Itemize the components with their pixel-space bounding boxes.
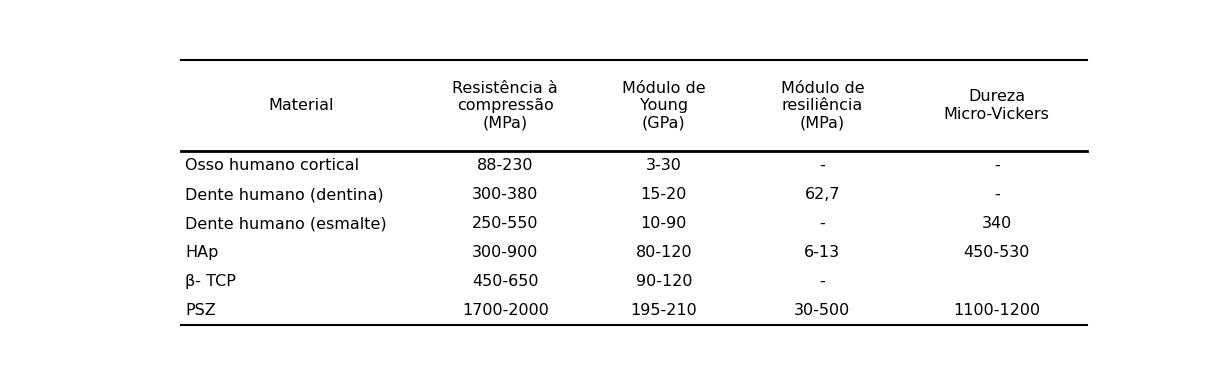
Text: 90-120: 90-120 xyxy=(635,274,692,289)
Text: Dente humano (esmalte): Dente humano (esmalte) xyxy=(185,216,387,231)
Text: 450-530: 450-530 xyxy=(963,245,1029,260)
Text: HAp: HAp xyxy=(185,245,219,260)
Text: PSZ: PSZ xyxy=(185,303,215,318)
Text: Módulo de
Young
(GPa): Módulo de Young (GPa) xyxy=(622,81,706,130)
Text: Módulo de
resiliência
(MPa): Módulo de resiliência (MPa) xyxy=(781,81,864,130)
Text: 195-210: 195-210 xyxy=(630,303,698,318)
Text: Osso humano cortical: Osso humano cortical xyxy=(185,158,360,173)
Text: 62,7: 62,7 xyxy=(804,187,840,202)
Text: 300-900: 300-900 xyxy=(472,245,539,260)
Text: 300-380: 300-380 xyxy=(472,187,539,202)
Text: -: - xyxy=(820,158,825,173)
Text: -: - xyxy=(994,158,1000,173)
Text: 1700-2000: 1700-2000 xyxy=(461,303,548,318)
Text: Resistência à
compressão
(MPa): Resistência à compressão (MPa) xyxy=(453,81,558,130)
Text: -: - xyxy=(994,187,1000,202)
Text: 88-230: 88-230 xyxy=(477,158,534,173)
Text: Dureza
Micro-Vickers: Dureza Micro-Vickers xyxy=(944,90,1050,122)
Text: 30-500: 30-500 xyxy=(794,303,851,318)
Text: 340: 340 xyxy=(982,216,1012,231)
Text: 6-13: 6-13 xyxy=(804,245,841,260)
Text: -: - xyxy=(820,216,825,231)
Text: 80-120: 80-120 xyxy=(635,245,692,260)
Text: 1100-1200: 1100-1200 xyxy=(953,303,1040,318)
Text: Dente humano (dentina): Dente humano (dentina) xyxy=(185,187,384,202)
Text: -: - xyxy=(820,274,825,289)
Text: 15-20: 15-20 xyxy=(640,187,687,202)
Text: β- TCP: β- TCP xyxy=(185,274,236,289)
Text: 250-550: 250-550 xyxy=(472,216,539,231)
Text: Material: Material xyxy=(269,98,334,113)
Text: 10-90: 10-90 xyxy=(640,216,687,231)
Text: 3-30: 3-30 xyxy=(646,158,682,173)
Text: 450-650: 450-650 xyxy=(472,274,539,289)
